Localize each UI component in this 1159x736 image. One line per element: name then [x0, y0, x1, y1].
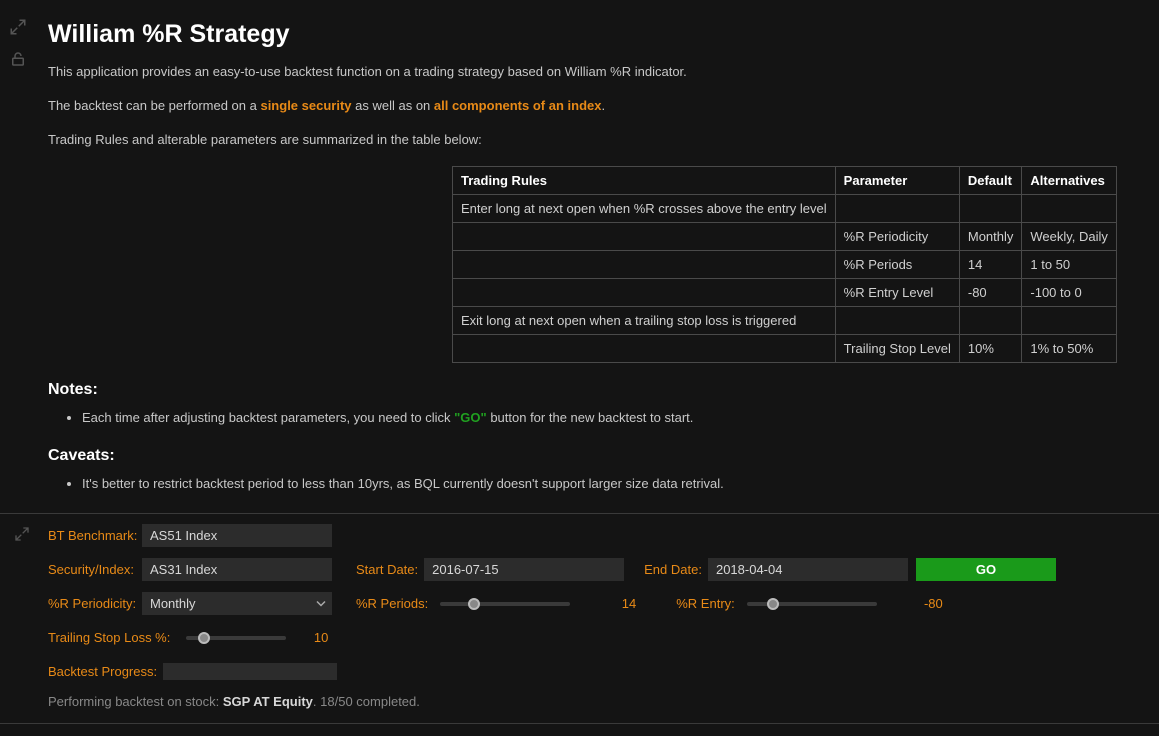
- intro-paragraph-2: The backtest can be performed on a singl…: [48, 97, 1149, 115]
- progress-bar: [163, 663, 337, 680]
- caveats-heading: Caveats:: [48, 447, 1149, 465]
- table-cell: [835, 194, 959, 222]
- table-cell: 1% to 50%: [1022, 334, 1117, 362]
- table-cell: [959, 194, 1022, 222]
- table-cell: 1 to 50: [1022, 250, 1117, 278]
- table-cell: [959, 306, 1022, 334]
- table-cell: [1022, 194, 1117, 222]
- table-row: %R Entry Level-80-100 to 0: [453, 278, 1117, 306]
- table-cell: [453, 250, 836, 278]
- intro-paragraph-1: This application provides an easy-to-use…: [48, 63, 1149, 81]
- text: Performing backtest on stock:: [48, 694, 223, 709]
- table-cell: %R Periods: [835, 250, 959, 278]
- table-cell: Exit long at next open when a trailing s…: [453, 306, 836, 334]
- table-row: %R PeriodicityMonthlyWeekly, Daily: [453, 222, 1117, 250]
- table-cell: Enter long at next open when %R crosses …: [453, 194, 836, 222]
- table-cell: 14: [959, 250, 1022, 278]
- backtest-status: Performing backtest on stock: SGP AT Equ…: [48, 694, 1149, 709]
- table-row: Enter long at next open when %R crosses …: [453, 194, 1117, 222]
- benchmark-input[interactable]: [142, 524, 332, 547]
- periodicity-select[interactable]: [142, 592, 332, 615]
- table-cell: 10%: [959, 334, 1022, 362]
- table-cell: Weekly, Daily: [1022, 222, 1117, 250]
- periodicity-label: %R Periodicity:: [48, 596, 136, 611]
- th-default: Default: [959, 166, 1022, 194]
- text: as well as on: [352, 98, 434, 113]
- start-date-label: Start Date:: [356, 562, 418, 577]
- text: The backtest can be performed on a: [48, 98, 260, 113]
- list-item: Each time after adjusting backtest param…: [82, 409, 1149, 427]
- table-cell: [453, 222, 836, 250]
- slider-thumb[interactable]: [198, 632, 210, 644]
- link-single-security[interactable]: single security: [260, 98, 351, 113]
- th-alternatives: Alternatives: [1022, 166, 1117, 194]
- text: .: [601, 98, 605, 113]
- table-cell: -80: [959, 278, 1022, 306]
- lock-icon[interactable]: [9, 50, 27, 68]
- table-cell: [1022, 306, 1117, 334]
- slider-thumb[interactable]: [767, 598, 779, 610]
- periods-label: %R Periods:: [356, 596, 428, 611]
- table-cell: [453, 334, 836, 362]
- section-divider: [0, 513, 1159, 514]
- table-cell: -100 to 0: [1022, 278, 1117, 306]
- text: button for the new backtest to start.: [487, 410, 694, 425]
- link-index-components[interactable]: all components of an index: [434, 98, 602, 113]
- table-row: Exit long at next open when a trailing s…: [453, 306, 1117, 334]
- table-cell: [453, 278, 836, 306]
- table-cell: %R Entry Level: [835, 278, 959, 306]
- table-cell: Monthly: [959, 222, 1022, 250]
- periods-value: 14: [576, 596, 636, 611]
- start-date-input[interactable]: [424, 558, 624, 581]
- stop-loss-value: 10: [292, 630, 328, 645]
- intro-paragraph-3: Trading Rules and alterable parameters a…: [48, 131, 1149, 149]
- expand-icon[interactable]: [9, 18, 27, 36]
- list-item: It's better to restrict backtest period …: [82, 475, 1149, 493]
- go-button[interactable]: GO: [916, 558, 1056, 581]
- entry-value: -80: [883, 596, 943, 611]
- periodicity-value[interactable]: [142, 592, 332, 615]
- page-title: William %R Strategy: [48, 20, 1149, 49]
- notes-list: Each time after adjusting backtest param…: [82, 409, 1149, 427]
- table-cell: Trailing Stop Level: [835, 334, 959, 362]
- status-stock: SGP AT Equity: [223, 694, 313, 709]
- table-row: Trailing Stop Level10%1% to 50%: [453, 334, 1117, 362]
- stop-loss-slider[interactable]: [180, 636, 292, 640]
- periods-slider[interactable]: [434, 602, 576, 606]
- benchmark-label: BT Benchmark:: [48, 528, 136, 543]
- entry-label: %R Entry:: [676, 596, 735, 611]
- trading-rules-table: Trading Rules Parameter Default Alternat…: [452, 166, 1117, 363]
- table-cell: [835, 306, 959, 334]
- progress-label: Backtest Progress:: [48, 664, 157, 679]
- end-date-input[interactable]: [708, 558, 908, 581]
- slider-thumb[interactable]: [468, 598, 480, 610]
- notes-heading: Notes:: [48, 381, 1149, 399]
- section-divider: [0, 723, 1159, 724]
- entry-slider[interactable]: [741, 602, 883, 606]
- security-label: Security/Index:: [48, 562, 136, 577]
- table-header-row: Trading Rules Parameter Default Alternat…: [453, 166, 1117, 194]
- th-rules: Trading Rules: [453, 166, 836, 194]
- text: Each time after adjusting backtest param…: [82, 410, 454, 425]
- table-row: %R Periods141 to 50: [453, 250, 1117, 278]
- caveats-list: It's better to restrict backtest period …: [82, 475, 1149, 493]
- text: . 18/50 completed.: [313, 694, 420, 709]
- expand-panel-icon[interactable]: [14, 526, 30, 542]
- security-input[interactable]: [142, 558, 332, 581]
- end-date-label: End Date:: [644, 562, 702, 577]
- stop-loss-label: Trailing Stop Loss %:: [48, 630, 170, 645]
- th-parameter: Parameter: [835, 166, 959, 194]
- go-text-highlight: "GO": [454, 410, 487, 425]
- table-cell: %R Periodicity: [835, 222, 959, 250]
